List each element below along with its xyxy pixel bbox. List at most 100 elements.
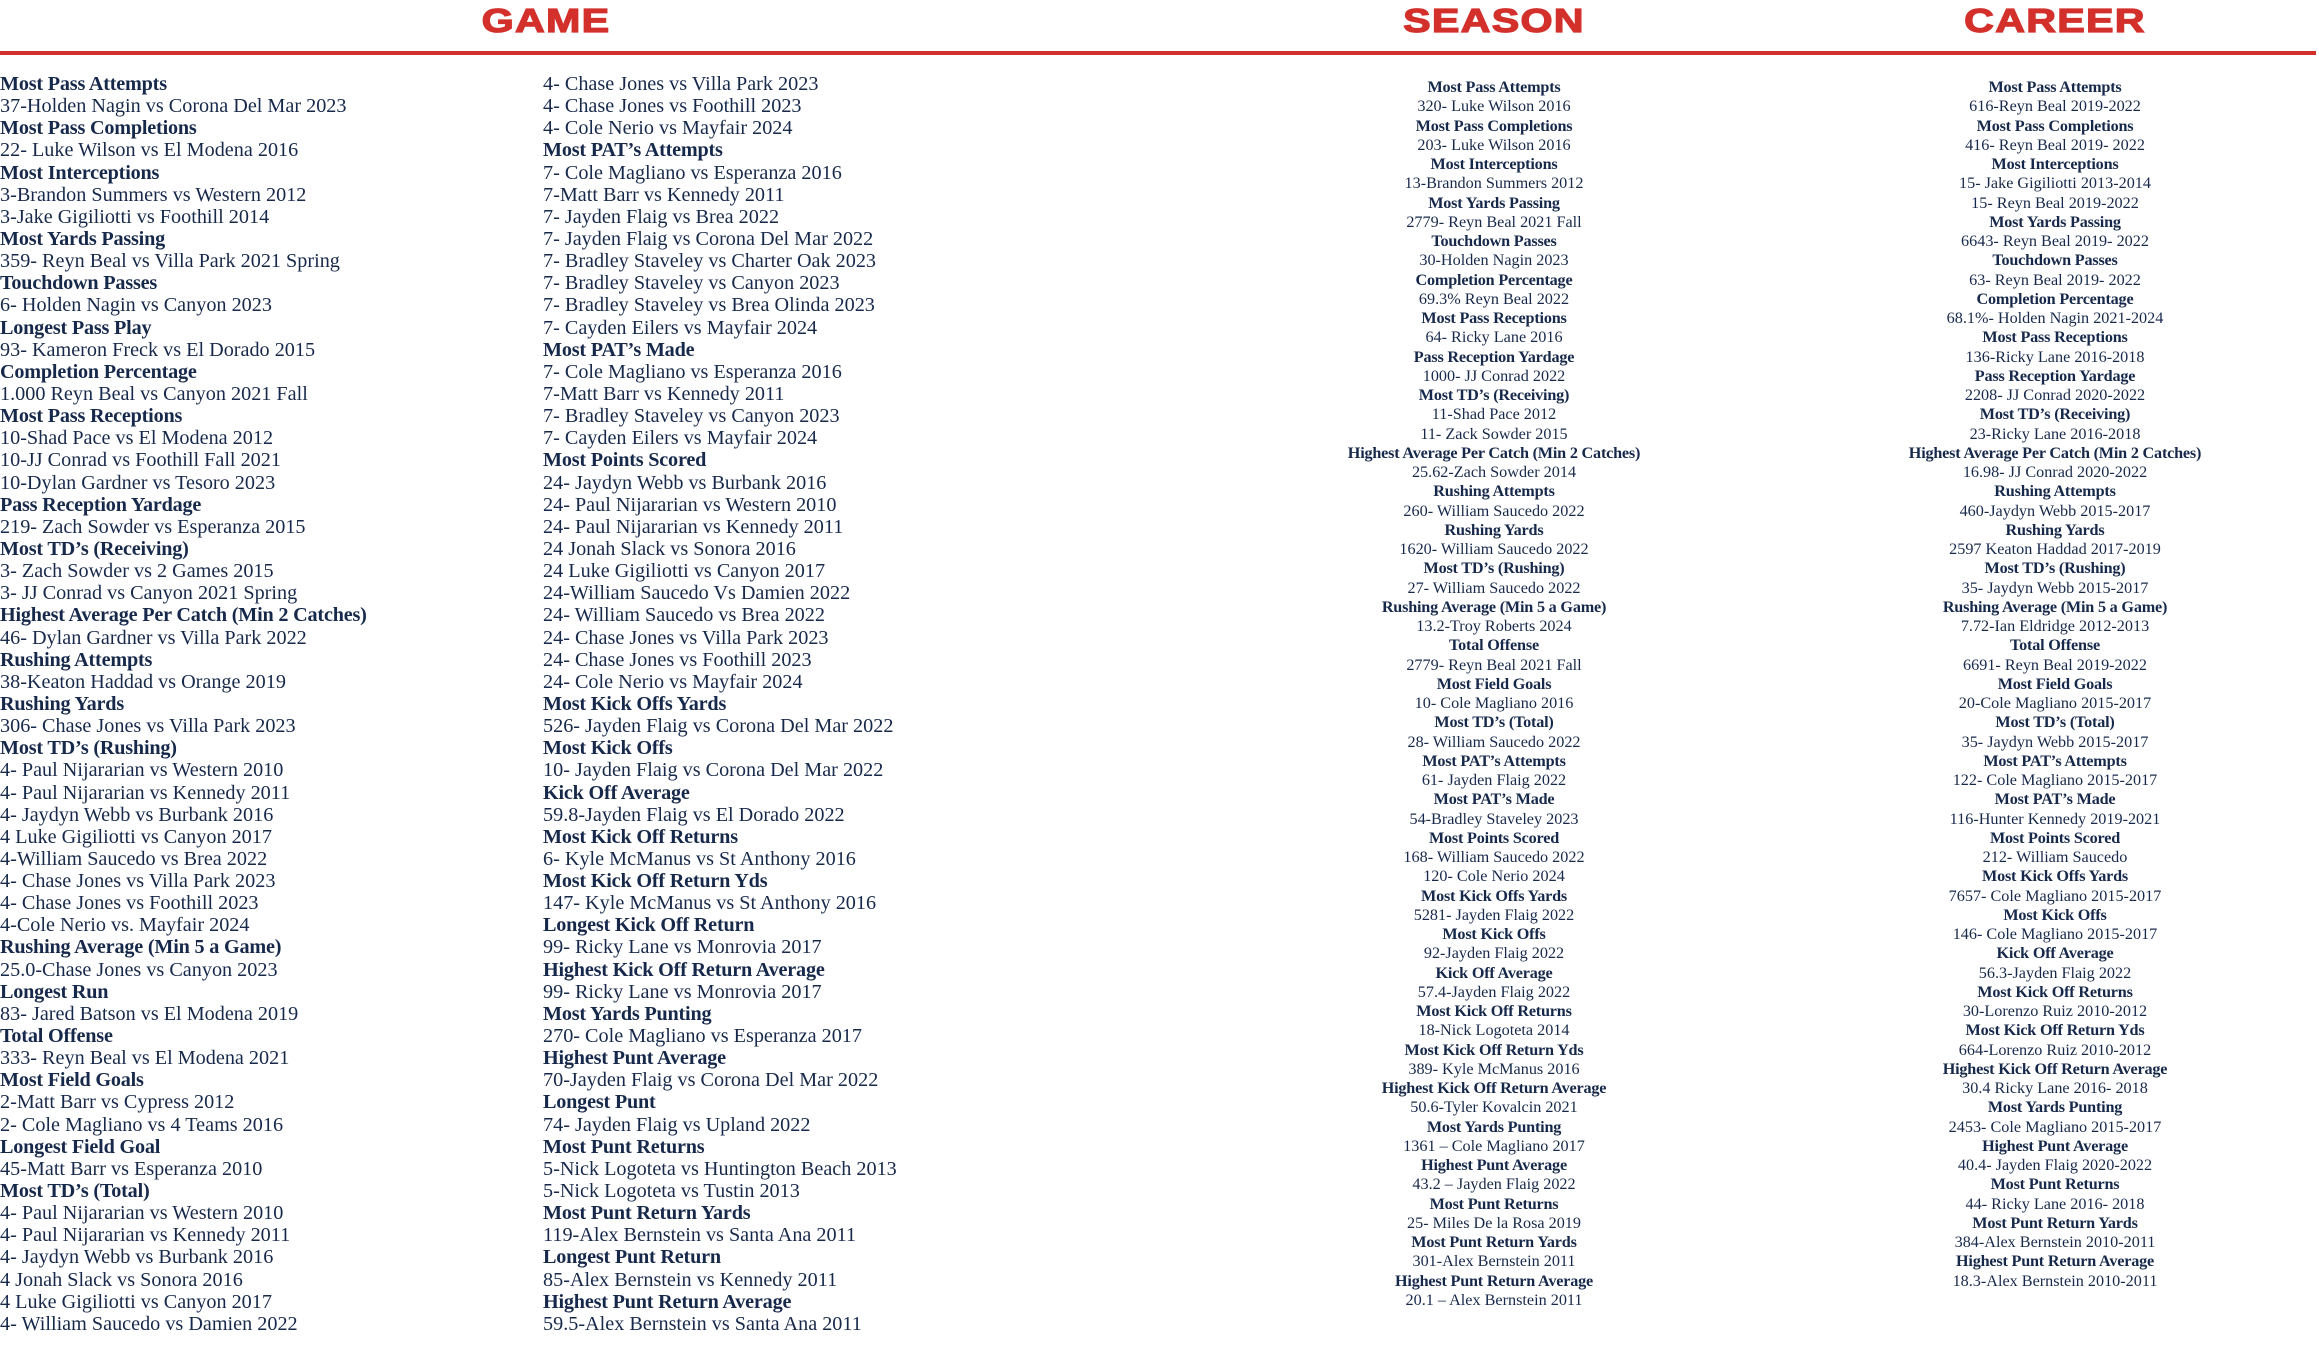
record-entry: 30.4 Ricky Lane 2016- 2018 [1962, 1079, 2148, 1097]
record-category-title: Longest Field Goal [0, 1135, 161, 1158]
record-entry: 11- Zack Sowder 2015 [1420, 424, 1568, 443]
record-entry: 4- Jaydyn Webb vs Burbank 2016 [0, 803, 274, 826]
record-category-title: Touchdown Passes [1992, 251, 2118, 270]
record-category-title: Longest Run [0, 980, 109, 1003]
record-section: Kick Off Average 56.3-Jayden Flaig 2022 [1909, 944, 2201, 983]
record-category-title: Most Kick Offs Yards [1420, 886, 1568, 905]
record-category-title: Most Points Scored [543, 449, 707, 472]
record-category-title: Most Pass Completions [1976, 116, 2134, 135]
record-entry: 333- Reyn Beal vs El Modena 2021 [0, 1047, 290, 1070]
record-entry: 61- Jayden Flaig 2022 [1421, 771, 1567, 789]
record-section: Most Kick Off Returns 6- Kyle McManus vs … [543, 826, 897, 870]
record-section: Most TD’s (Rushing) 4- Paul Nijararian vs… [0, 737, 367, 936]
record-entry: 2-Matt Barr vs Cypress 2012 [0, 1091, 235, 1114]
record-entry: 69.3% Reyn Beal 2022 [1418, 289, 1570, 308]
record-category-title: Most Kick Offs [1442, 925, 1546, 943]
record-category-title: Rushing Yards [1444, 520, 1544, 539]
record-category-title: Most Kick Off Returns [1416, 1002, 1572, 1020]
record-category-title: Longest Punt [543, 1091, 656, 1114]
record-category-title: Most TD’s (Rushing) [1984, 559, 2126, 578]
record-entry: 92-Jayden Flaig 2022 [1423, 944, 1565, 963]
record-section: Most Kick Offs Yards 5281- Jayden Flaig 2… [1348, 887, 1640, 926]
record-category-title: Most Kick Off Returns [1977, 982, 2133, 1001]
record-section: Rushing Attempts 460-Jaydyn Webb 2015-201… [1909, 482, 2201, 521]
record-entry: 4- Jaydyn Webb vs Burbank 2016 [0, 1246, 274, 1269]
record-entry: 43.2 – Jayden Flaig 2022 [1412, 1175, 1576, 1194]
record-category-title: Rushing Attempts [1994, 482, 2116, 501]
record-section: 4- Chase Jones vs Villa Park 2023 4- Chas… [543, 73, 897, 139]
record-category-title: Most Kick Offs Yards [543, 692, 727, 715]
record-category-title: Most Field Goals [1436, 674, 1552, 693]
record-section: Most Field Goals 2-Matt Barr vs Cypress 2… [0, 1069, 367, 1135]
record-section: Most PAT’s Attempts 61- Jayden Flaig 2022 [1348, 752, 1640, 791]
record-entry: 7- Bradley Staveley vs Brea Olinda 2023 [543, 294, 875, 317]
record-section: Rushing Average (Min 5 a Game) 13.2-Troy … [1348, 598, 1640, 637]
record-entry: 13.2-Troy Roberts 2024 [1416, 617, 1572, 635]
record-section: Most TD’s (Rushing) 27- William Saucedo 2… [1348, 559, 1640, 598]
record-section: Longest Punt 74- Jayden Flaig vs Upland 2… [543, 1091, 897, 1135]
record-entry: 4 Luke Gigiliotti vs Canyon 2017 [0, 825, 272, 848]
record-section: Rushing Average (Min 5 a Game) 25.0-Chase… [0, 936, 367, 980]
record-section: Most Kick Off Returns 30-Lorenzo Ruiz 201… [1909, 983, 2201, 1022]
record-category-title: Most Interceptions [1430, 155, 1558, 173]
record-section: Kick Off Average 57.4-Jayden Flaig 2022 [1348, 964, 1640, 1003]
record-entry: 6691- Reyn Beal 2019-2022 [1963, 655, 2147, 674]
record-category-title: Kick Off Average [1435, 963, 1553, 982]
record-category-title: Most Yards Passing [1989, 212, 2121, 231]
record-entry: 1361 – Cole Magliano 2017 [1403, 1136, 1585, 1155]
record-section: Pass Reception Yardage 219- Zach Sowder v… [0, 494, 367, 538]
record-entry: 5-Nick Logoteta vs Tustin 2013 [543, 1180, 800, 1203]
record-entry: 270- Cole Magliano vs Esperanza 2017 [543, 1025, 862, 1048]
record-entry: 57.4-Jayden Flaig 2022 [1417, 982, 1571, 1001]
record-section: Most Punt Return Yards 119-Alex Bernstein… [543, 1202, 897, 1246]
record-entry: 35- Jaydyn Webb 2015-2017 [1961, 732, 2149, 751]
record-section: Most Kick Offs Yards 526- Jayden Flaig vs… [543, 693, 897, 737]
record-category-title: Pass Reception Yardage [1413, 347, 1575, 366]
record-entry: 4- Paul Nijararian vs Kennedy 2011 [0, 1224, 291, 1247]
record-category-title: Most Kick Offs Yards [1981, 867, 2129, 886]
record-entry: 6643- Reyn Beal 2019- 2022 [1961, 232, 2149, 250]
record-section: Most Pass Receptions 10-Shad Pace vs El M… [0, 405, 367, 494]
season-header: SEASON [1402, 1, 1585, 39]
record-entry: 28- William Saucedo 2022 [1407, 732, 1581, 751]
record-section: Rushing Attempts 38-Keaton Haddad vs Oran… [0, 649, 367, 693]
record-entry: 2453- Cole Magliano 2015-2017 [1948, 1117, 2162, 1136]
record-entry: 25.0-Chase Jones vs Canyon 2023 [0, 958, 278, 981]
record-category-title: Most TD’s (Receiving) [1979, 405, 2131, 424]
record-category-title: Most TD’s (Total) [1995, 713, 2115, 732]
record-category-title: Most Yards Punting [1426, 1117, 1562, 1136]
record-entry: 50.6-Tyler Kovalcin 2021 [1410, 1098, 1578, 1117]
record-entry: 384-Alex Bernstein 2010-2011 [1954, 1233, 2156, 1251]
record-section: Completion Percentage 69.3% Reyn Beal 202… [1348, 271, 1640, 310]
game-records-column-1: Most Pass Attempts 37-Holden Nagin vs Cor… [0, 73, 367, 1335]
record-entry: 7- Jayden Flaig vs Brea 2022 [543, 205, 780, 228]
record-entry: 1.000 Reyn Beal vs Canyon 2021 Fall [0, 382, 308, 405]
record-category-title: Most Punt Return Yards [543, 1202, 751, 1225]
record-entry: 23-Ricky Lane 2016-2018 [1969, 424, 2141, 443]
record-category-title: Most PAT’s Attempts [1422, 751, 1566, 770]
record-category-title: Highest Punt Average [1982, 1136, 2128, 1155]
record-entry: 74- Jayden Flaig vs Upland 2022 [543, 1113, 811, 1136]
record-entry: 4- William Saucedo vs Damien 2022 [0, 1312, 298, 1335]
record-category-title: Most Pass Completions [1415, 116, 1573, 135]
record-entry: 99- Ricky Lane vs Monrovia 2017 [543, 980, 822, 1003]
record-category-title: Total Offense [1449, 636, 1539, 655]
record-entry: 24- Paul Nijararian vs Kennedy 2011 [543, 515, 844, 538]
record-category-title: Kick Off Average [1996, 944, 2114, 963]
record-entry: 24- Cole Nerio vs Mayfair 2024 [543, 670, 803, 693]
record-entry: 18-Nick Logoteta 2014 [1418, 1021, 1570, 1040]
record-entry: 260- William Saucedo 2022 [1403, 501, 1585, 520]
record-section: Most PAT’s Attempts 122- Cole Magliano 20… [1909, 752, 2201, 791]
record-entry: 45-Matt Barr vs Esperanza 2010 [0, 1157, 263, 1180]
record-section: Most Kick Offs Yards 7657- Cole Magliano … [1909, 867, 2201, 906]
record-category-title: Highest Average Per Catch (Min 2 Catches… [0, 604, 367, 627]
record-section: Most Points Scored 24- Jaydyn Webb vs Bur… [543, 449, 897, 693]
record-entry: 10- Cole Magliano 2016 [1414, 694, 1574, 712]
record-entry: 24- Chase Jones vs Villa Park 2023 [543, 626, 829, 649]
record-section: Completion Percentage 68.1%- Holden Nagin… [1909, 290, 2201, 329]
record-entry: 7- Jayden Flaig vs Corona Del Mar 2022 [543, 227, 874, 250]
record-category-title: Rushing Average (Min 5 a Game) [0, 936, 282, 959]
record-category-title: Highest Punt Return Average [1395, 1271, 1593, 1290]
record-section: Most Kick Off Returns 18-Nick Logoteta 20… [1348, 1002, 1640, 1041]
record-entry: 10-JJ Conrad vs Foothill Fall 2021 [0, 449, 281, 472]
